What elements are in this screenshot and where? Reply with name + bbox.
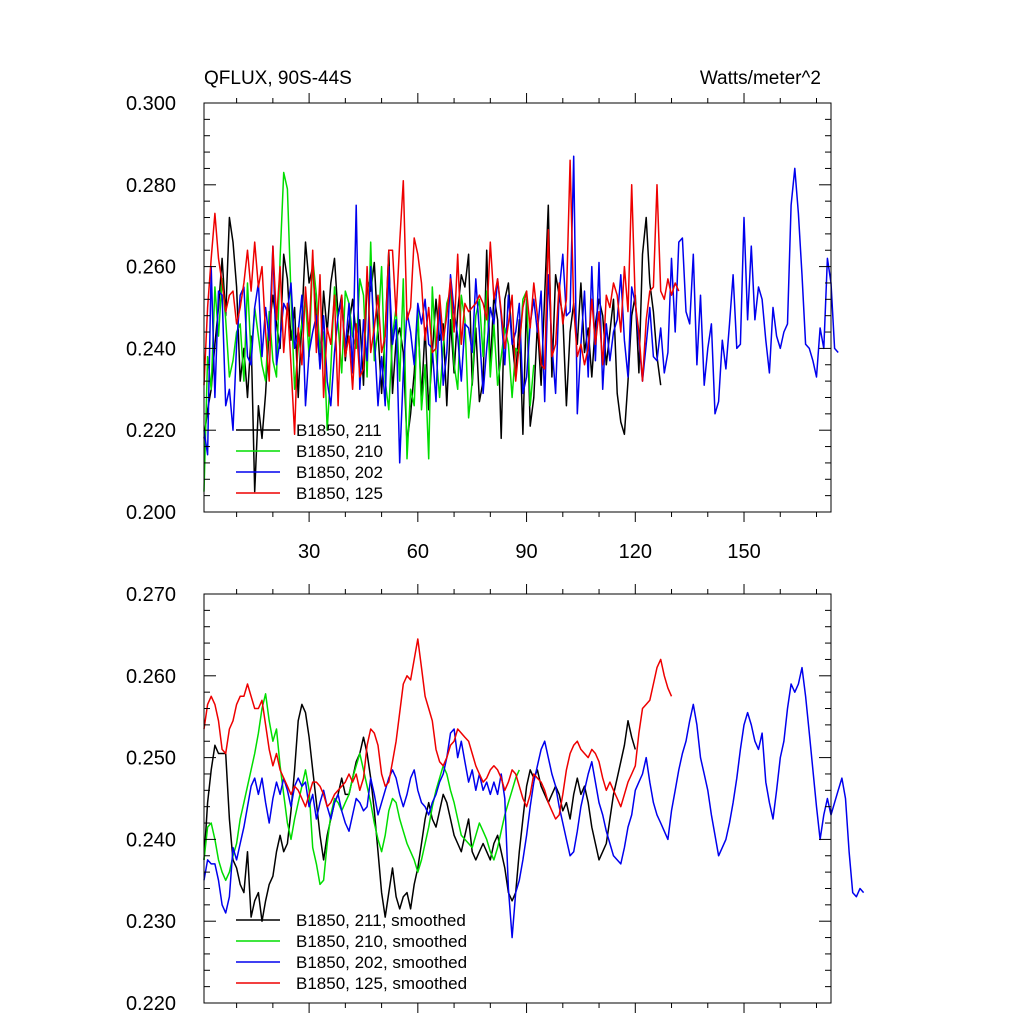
y-tick-label: 0.240 xyxy=(126,338,176,360)
legend-label-2: B1850, 210, smoothed xyxy=(296,932,467,951)
series-line-3 xyxy=(203,666,865,939)
y-tick-label: 0.240 xyxy=(126,829,176,851)
series-line-2 xyxy=(203,693,520,886)
plot-frame xyxy=(203,102,832,513)
legend-label-1: B1850, 211 xyxy=(296,421,382,440)
x-tick-label: 120 xyxy=(619,541,652,563)
legend-label-2: B1850, 210 xyxy=(296,442,383,461)
y-tick-label: 0.220 xyxy=(126,420,176,442)
series-line-4 xyxy=(203,159,680,436)
legend-label-3: B1850, 202, smoothed xyxy=(296,953,467,972)
y-tick-label: 0.250 xyxy=(126,748,176,770)
chart-title: QFLUX, 90S-44S xyxy=(204,68,352,89)
x-tick-label: 150 xyxy=(727,541,760,563)
y-tick-label: 0.270 xyxy=(126,584,176,606)
series-line-1 xyxy=(203,703,637,922)
legend-label-3: B1850, 202 xyxy=(296,463,383,482)
top-panel: 0.200 0.220 0.240 0.260 0.280 0.300 30 60 90 120 1… xyxy=(126,68,839,563)
legend-label-1: B1850, 211, smoothed xyxy=(296,911,466,930)
y-tick-label: 0.300 xyxy=(126,93,176,115)
legend-label-4: B1850, 125, smoothed xyxy=(296,974,467,993)
y-tick-label: 0.260 xyxy=(126,666,176,688)
x-tick-label: 30 xyxy=(298,541,320,563)
y-tick-label: 0.230 xyxy=(126,911,176,933)
y-tick-label: 0.260 xyxy=(126,257,176,279)
units-label: Watts/meter^2 xyxy=(700,68,821,89)
series-line-4 xyxy=(203,638,673,820)
y-tick-label: 0.200 xyxy=(126,502,176,524)
legend-label-4: B1850, 125 xyxy=(296,484,383,503)
x-tick-label: 90 xyxy=(515,541,537,563)
x-tick-label: 60 xyxy=(407,541,429,563)
bottom-panel: 0.220 0.230 0.240 0.250 0.260 0.270 B1850, 211… xyxy=(126,584,865,1015)
y-tick-label: 0.220 xyxy=(126,993,176,1015)
series-line-3 xyxy=(203,155,839,464)
plot-frame xyxy=(203,593,832,1004)
y-tick-label: 0.280 xyxy=(126,175,176,197)
